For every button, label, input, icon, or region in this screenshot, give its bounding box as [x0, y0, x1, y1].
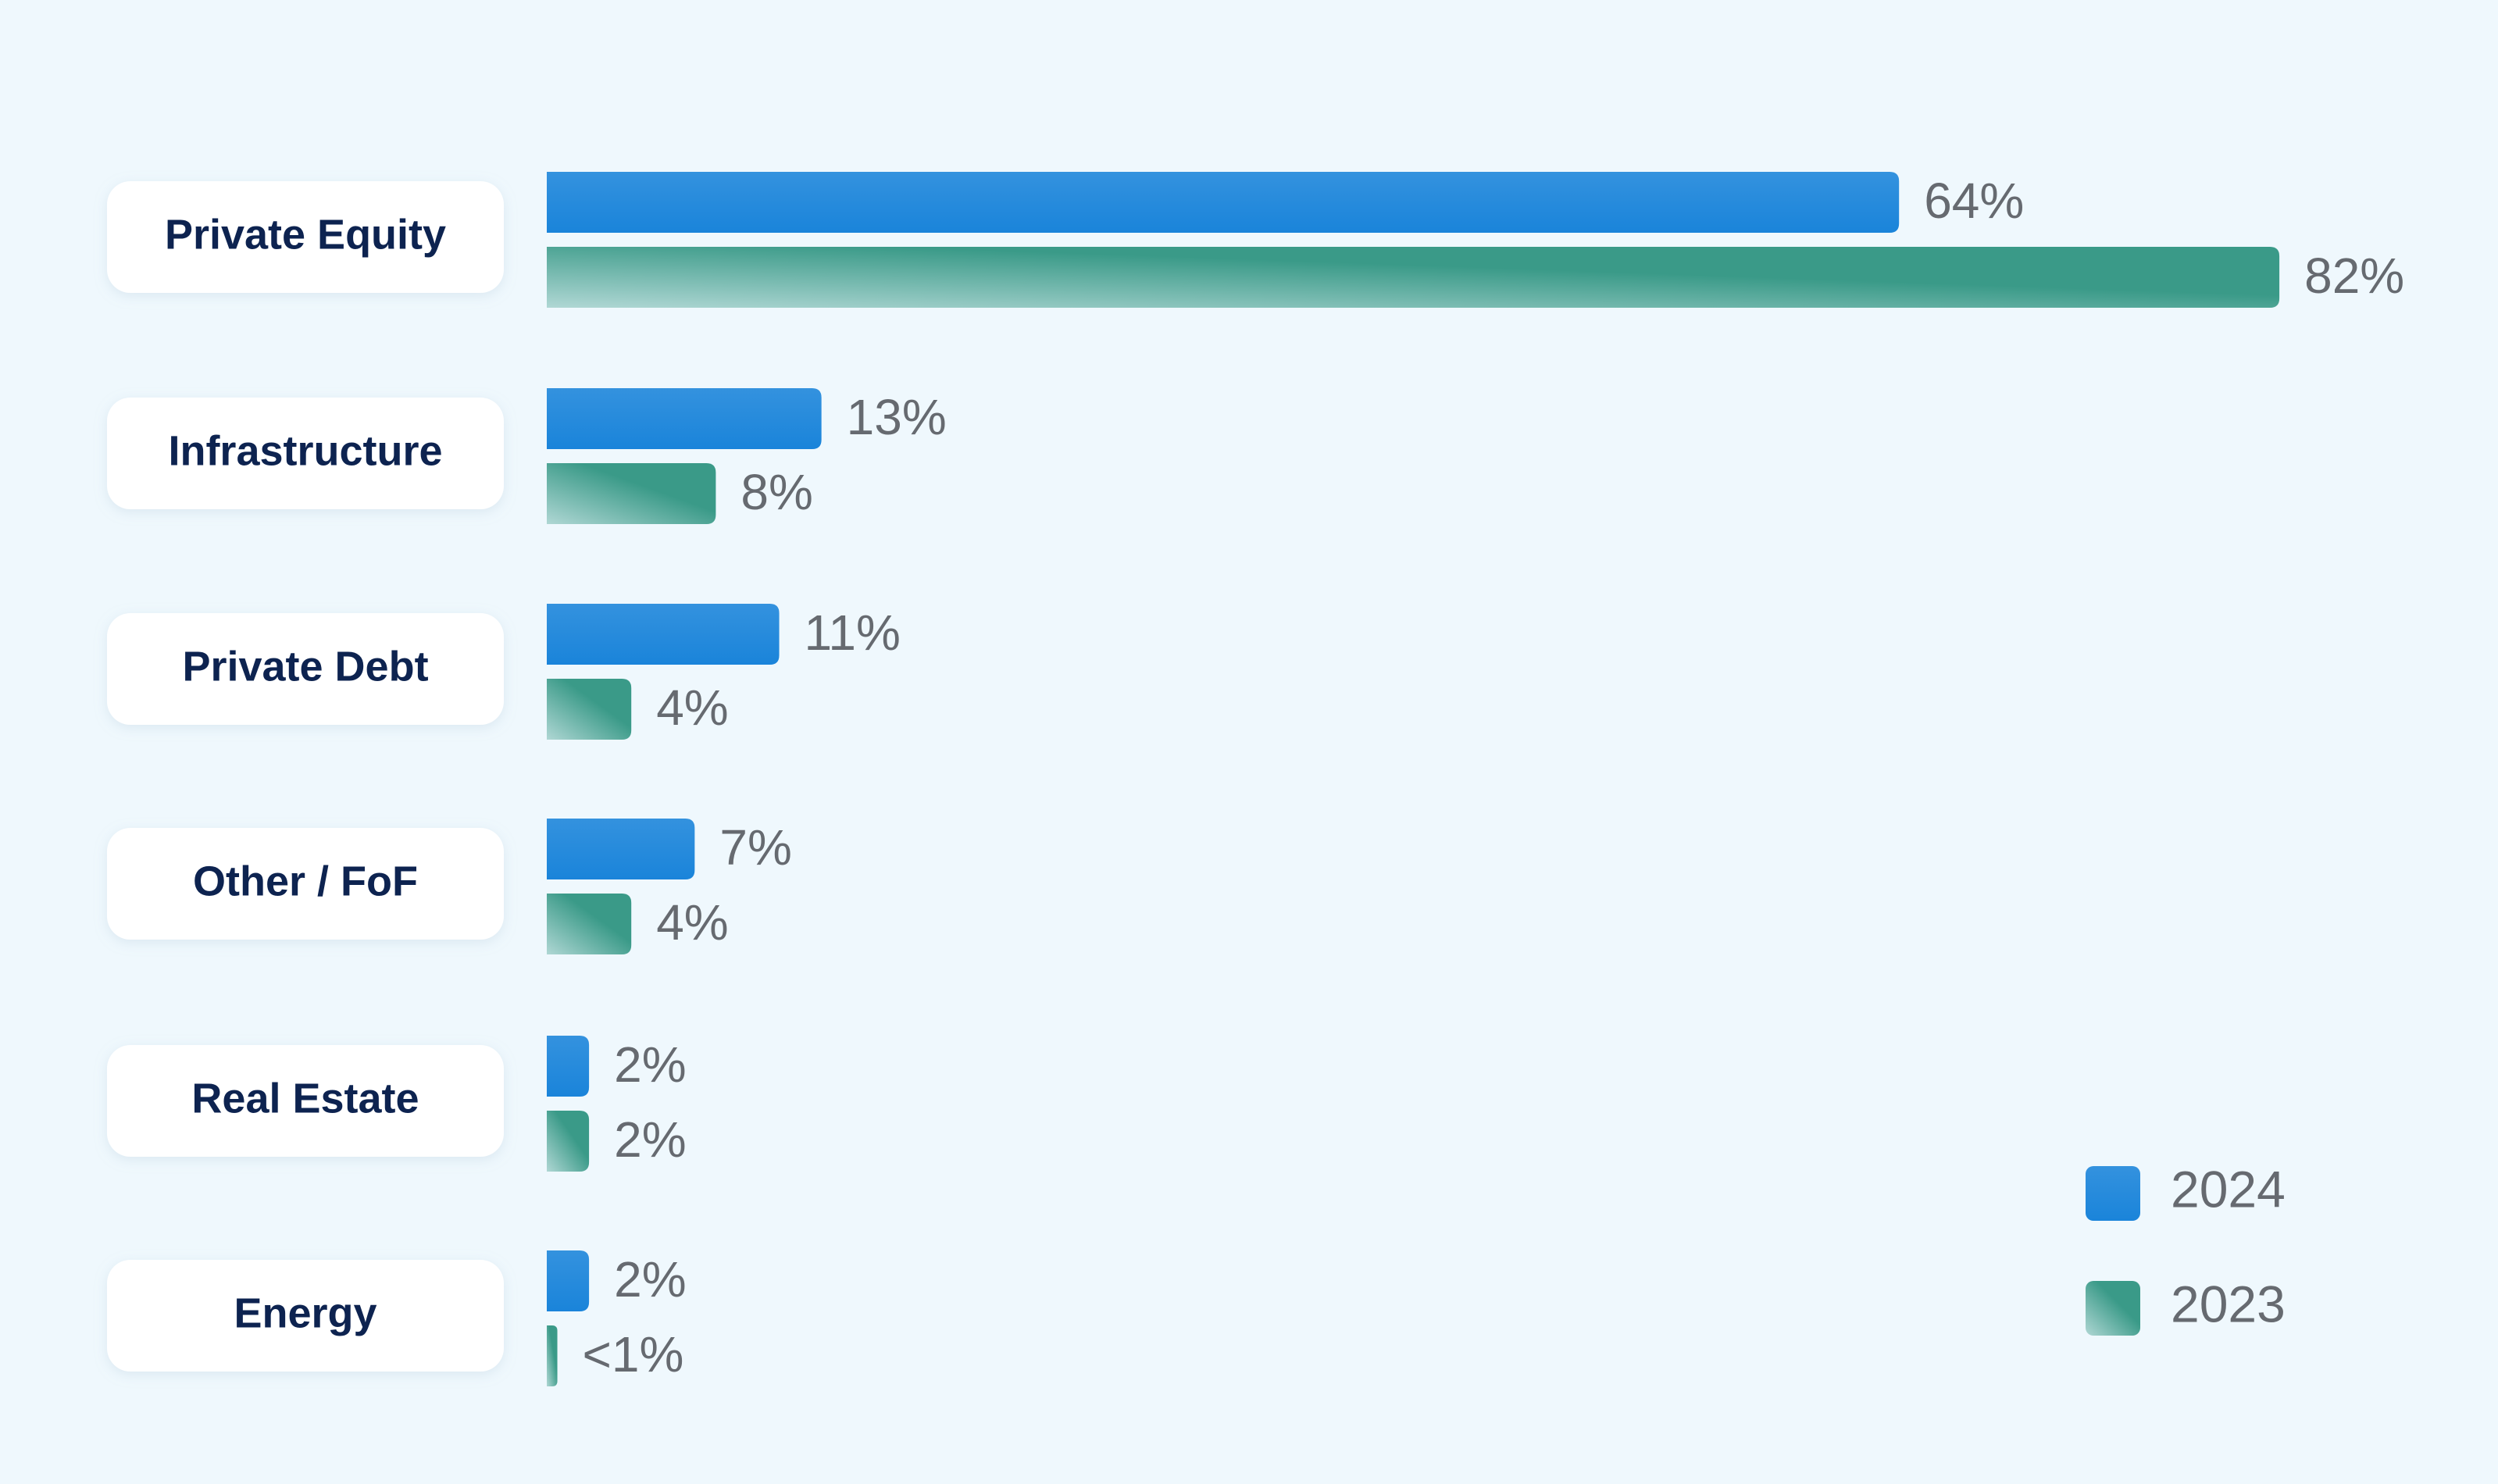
bar [547, 1111, 590, 1172]
category-pill [107, 613, 504, 725]
bar [547, 819, 695, 879]
category-label: Other / FoF [193, 858, 418, 904]
bar [547, 1036, 590, 1097]
bar [547, 172, 1900, 233]
category-label: Private Equity [165, 211, 446, 258]
value-label: 82% [2304, 248, 2404, 304]
bar [547, 894, 632, 954]
category-pill [107, 828, 504, 940]
value-label: 2% [614, 1036, 687, 1093]
bar [547, 679, 632, 740]
bar [547, 388, 822, 449]
legend-swatch [2086, 1166, 2140, 1221]
value-label: 11% [805, 605, 901, 661]
category-label: Energy [234, 1290, 376, 1336]
value-label: 13% [847, 389, 947, 445]
legend-swatch [2086, 1281, 2140, 1336]
bar [547, 247, 2280, 308]
bar [547, 1250, 590, 1311]
category-pill [107, 181, 504, 293]
value-label: 4% [656, 680, 729, 736]
bar [547, 463, 716, 524]
category-label: Private Debt [182, 643, 428, 690]
legend-label: 2023 [2171, 1275, 2286, 1332]
value-label: 8% [740, 464, 813, 520]
legend-label: 2024 [2171, 1160, 2286, 1218]
value-label: 2% [614, 1111, 687, 1168]
category-label: Infrastructure [168, 427, 442, 474]
category-pill [107, 398, 504, 509]
bar [547, 604, 780, 665]
category-pill [107, 1260, 504, 1372]
category-pill [107, 1045, 504, 1157]
value-label: 2% [614, 1251, 687, 1307]
category-label: Real Estate [191, 1075, 419, 1122]
value-label: 4% [656, 894, 729, 951]
value-label: 7% [719, 819, 792, 876]
value-label: <1% [583, 1326, 684, 1382]
value-label: 64% [1924, 173, 2024, 229]
bar [547, 1325, 558, 1386]
